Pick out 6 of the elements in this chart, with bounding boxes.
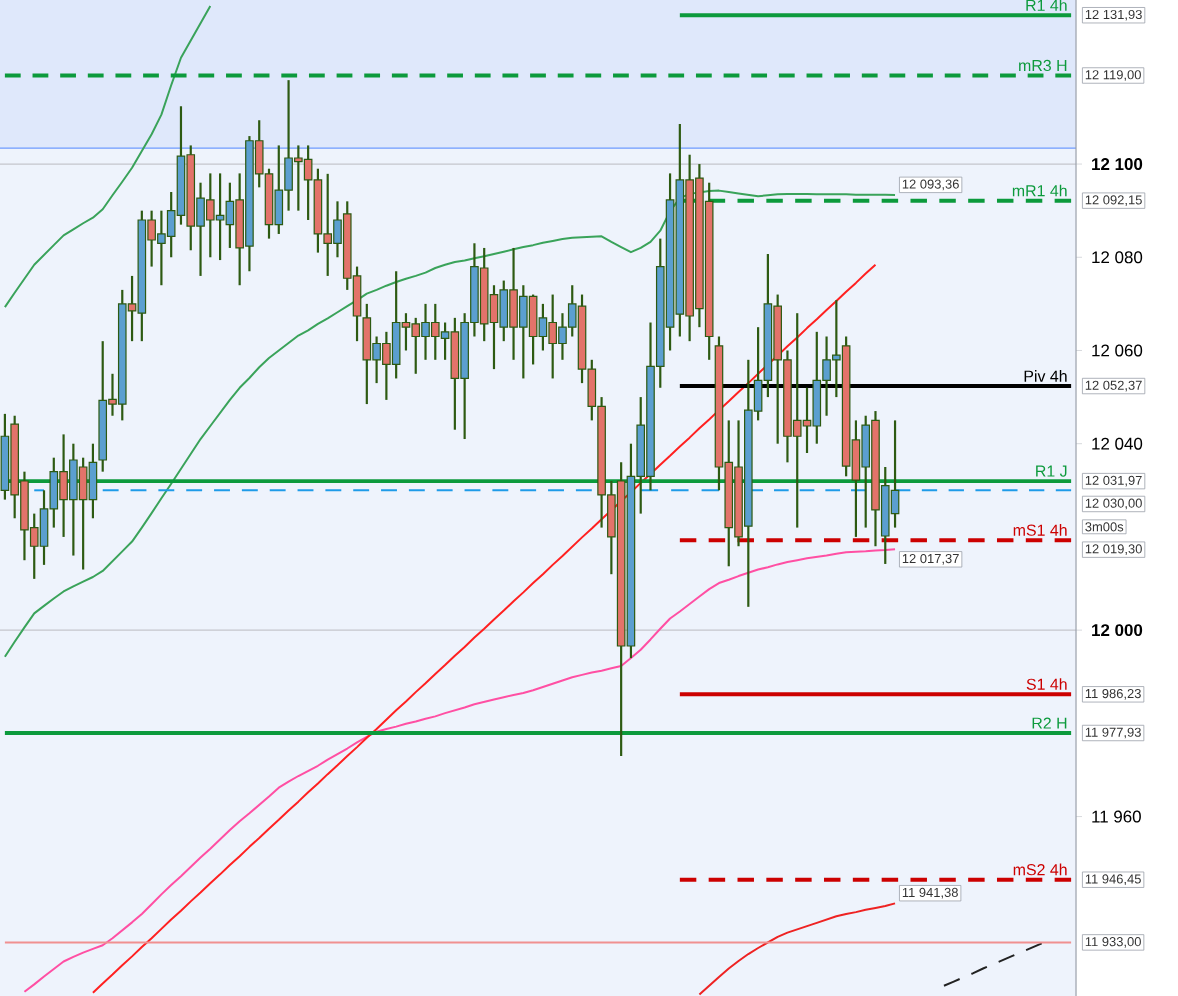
y-tick-label: 11 960 (1092, 810, 1141, 823)
y-tick-label: 12 080 (1092, 251, 1143, 264)
y-tick-label: 12 000 (1092, 624, 1143, 637)
y-tick-label: 12 060 (1092, 344, 1143, 357)
y-tick-label: 12 040 (1092, 437, 1143, 450)
y-tick-label: 12 100 (1092, 158, 1143, 171)
